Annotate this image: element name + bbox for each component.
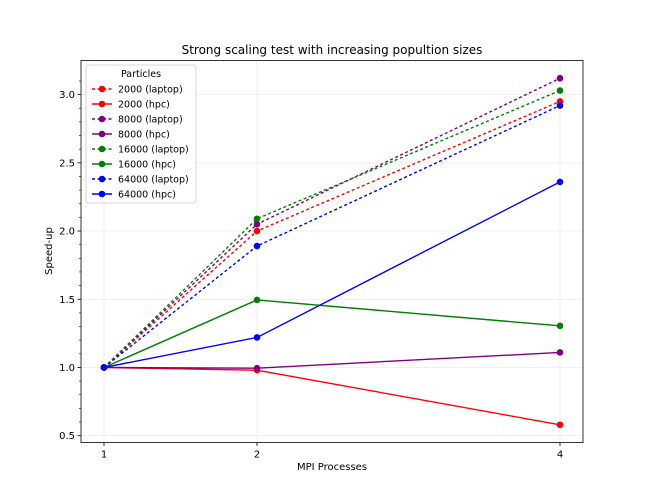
legend-label: 16000 (hpc) (118, 160, 176, 171)
legend-item: 64000 (laptop) (92, 175, 189, 186)
legend-marker (98, 175, 106, 183)
x-axis-label: MPI Processes (297, 462, 367, 473)
y-tick-label: 2.5 (59, 158, 75, 169)
y-tick-label: 1.0 (59, 363, 75, 374)
series-64000-hpc (100, 178, 564, 371)
series-line (103, 351, 561, 369)
x-tick-label: 2 (254, 450, 260, 461)
legend-label: 2000 (laptop) (118, 85, 183, 96)
data-point (556, 102, 564, 109)
series-layer (100, 74, 564, 429)
legend-label: 64000 (hpc) (118, 190, 176, 201)
legend-label: 16000 (laptop) (118, 145, 189, 156)
legend-items: 2000 (laptop) 2000 (hpc) 8000 (laptop) 8000… (92, 85, 189, 201)
data-point (556, 421, 564, 429)
y-tick-label: 2.0 (59, 227, 75, 238)
data-point (556, 74, 564, 82)
y-tick-label: 3.0 (59, 90, 75, 101)
legend-item: 64000 (hpc) (92, 190, 176, 201)
plot-frame (80, 60, 584, 443)
legend-item: 2000 (hpc) (92, 100, 170, 111)
legend-marker (98, 85, 106, 93)
legend-label: 8000 (laptop) (118, 115, 183, 126)
legend-item: 2000 (laptop) (92, 85, 183, 96)
legend-label: 2000 (hpc) (118, 100, 170, 111)
legend-item: 16000 (laptop) (92, 145, 189, 156)
series-line (103, 366, 561, 426)
legend-label: 8000 (hpc) (118, 130, 170, 141)
series-line (103, 299, 561, 369)
y-tick-label: 1.5 (59, 295, 75, 306)
data-point (253, 242, 261, 250)
data-point (253, 296, 261, 304)
data-point (556, 349, 564, 356)
legend-label: 64000 (laptop) (118, 175, 189, 186)
legend-marker (98, 100, 106, 108)
data-point (556, 87, 564, 94)
series-line (103, 181, 561, 369)
legend-item: 8000 (hpc) (92, 130, 170, 141)
data-point (253, 227, 261, 235)
legend: Particles 2000 (laptop) 2000 (hpc) 8000 (l… (85, 64, 197, 204)
legend-title: Particles (121, 69, 161, 80)
data-point (100, 364, 108, 371)
legend-marker (98, 190, 106, 198)
x-tick-label: 1 (101, 450, 107, 461)
data-point (253, 364, 261, 372)
x-tick-label: 4 (557, 450, 563, 461)
y-tick-label: 0.5 (59, 431, 75, 442)
legend-marker (98, 160, 106, 168)
legend-marker (98, 115, 106, 123)
legend-box (85, 64, 197, 204)
data-point (253, 215, 261, 223)
series-8000-hpc (100, 349, 564, 372)
data-point (253, 334, 261, 341)
legend-item: 16000 (hpc) (92, 160, 176, 171)
data-point (556, 322, 564, 330)
legend-marker (98, 145, 106, 153)
y-axis-label: Speed-up (44, 227, 55, 275)
legend-item: 8000 (laptop) (92, 115, 183, 126)
legend-marker (98, 130, 106, 138)
axis-layer: 1 2 4 0.5 1.0 1.5 2.0 2.5 3.0 (59, 80, 563, 461)
data-point (556, 178, 564, 186)
data-point (253, 220, 261, 228)
series-2000-hpc (100, 364, 564, 429)
chart-title: Strong scaling test with increasing popu… (182, 43, 483, 57)
